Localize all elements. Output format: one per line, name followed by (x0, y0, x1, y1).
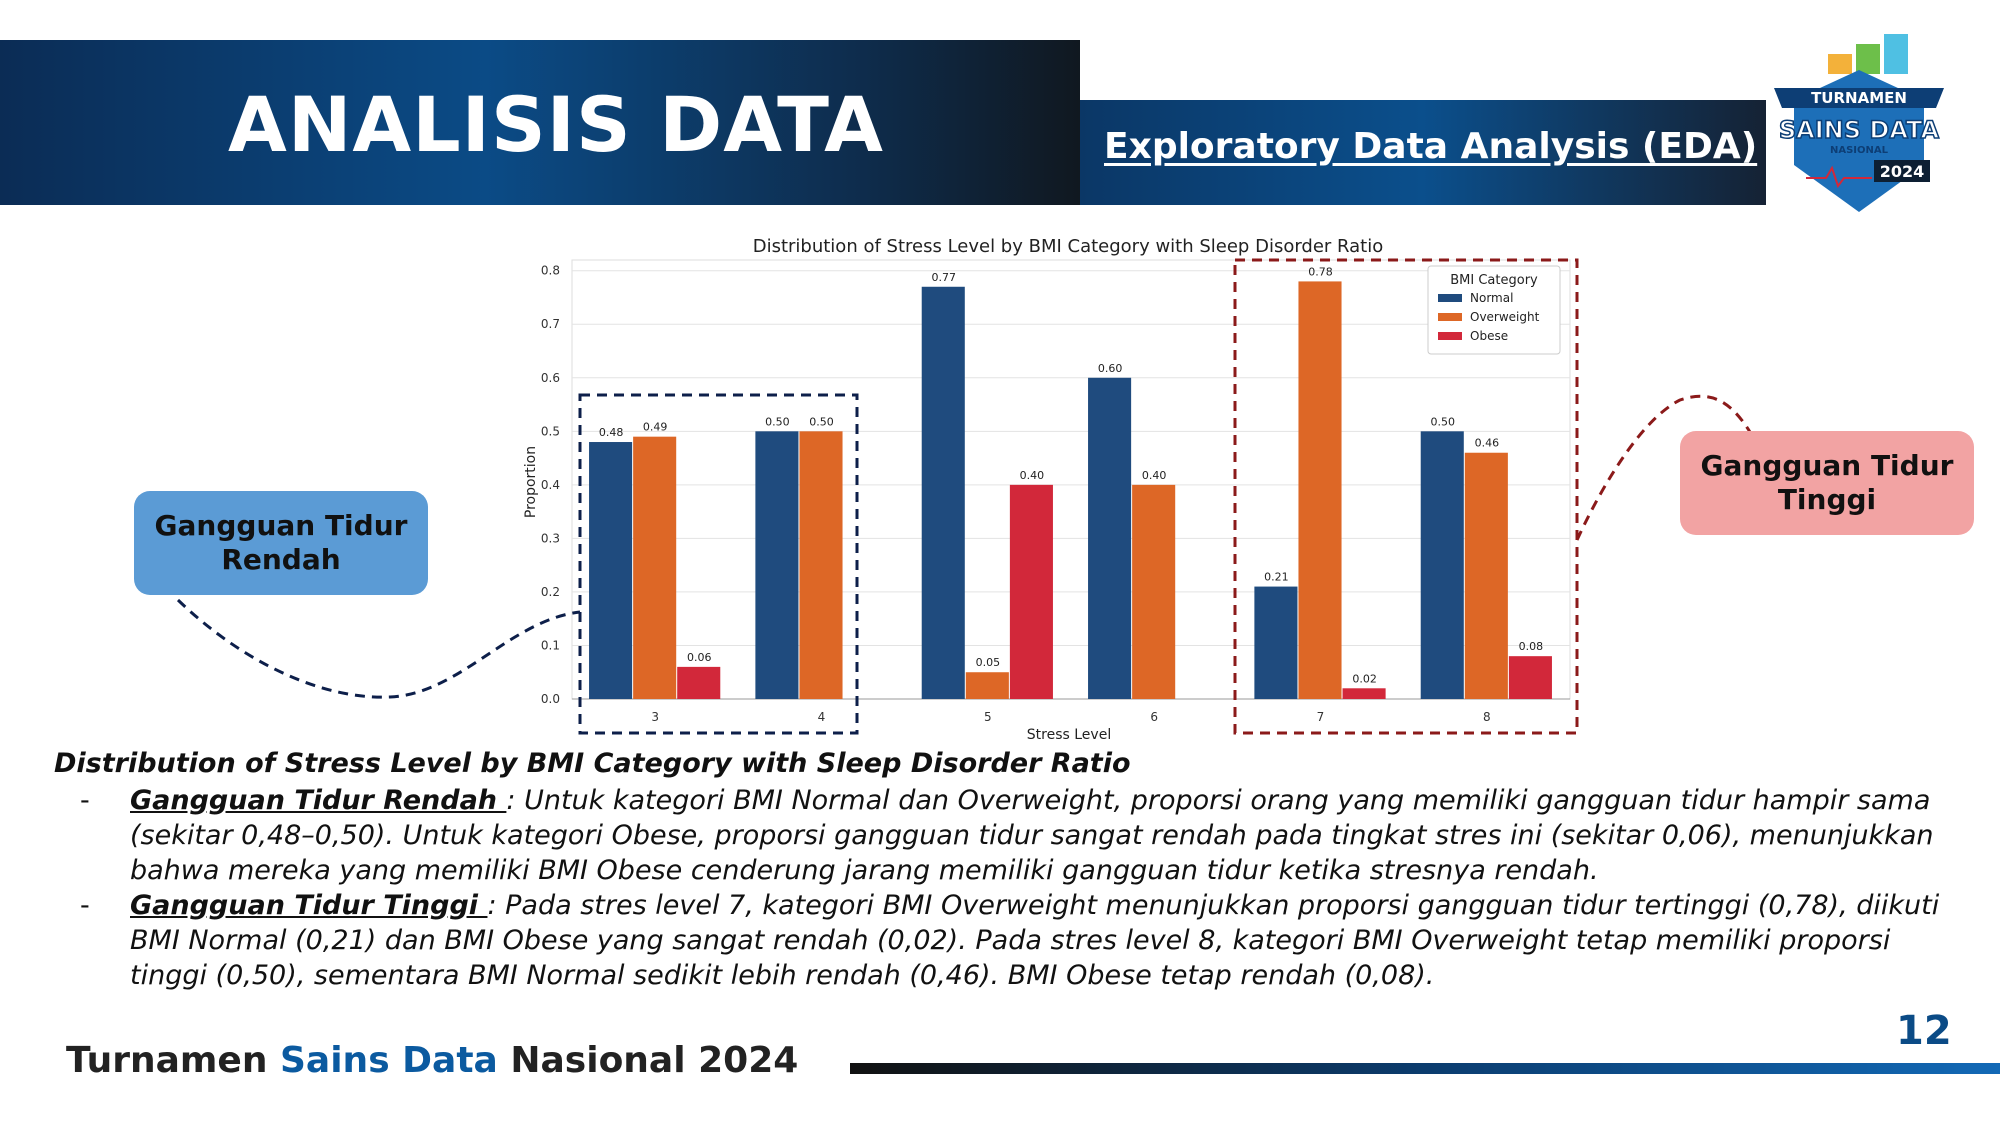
tsdn-logo: TURNAMEN SAINS DATA NASIONAL 2024 (1774, 34, 1944, 212)
page-title: ANALISIS DATA (228, 80, 884, 169)
bar-normal-7 (1254, 586, 1298, 699)
bar-obese-5 (1009, 484, 1053, 699)
bar-value-label: 0.21 (1264, 571, 1289, 584)
bar-value-label: 0.05 (976, 656, 1001, 669)
y-tick-label: 0.7 (541, 317, 560, 331)
y-tick-label: 0.5 (541, 424, 560, 438)
bar-obese-3 (677, 666, 721, 699)
logo-bar-3 (1884, 34, 1908, 74)
bar-value-label: 0.40 (1020, 469, 1044, 482)
x-tick-label: 5 (984, 710, 992, 724)
logo-text-1: TURNAMEN (1811, 89, 1907, 107)
x-tick-label: 8 (1483, 710, 1491, 724)
callout-low-sleep-disorder: Gangguan Tidur Rendah (134, 491, 428, 595)
legend-swatch-overweight (1438, 313, 1462, 321)
bar-value-label: 0.77 (932, 271, 957, 284)
bar-value-label: 0.50 (809, 415, 834, 428)
page-subtitle: Exploratory Data Analysis (EDA) (1104, 126, 1758, 167)
bar-value-label: 0.46 (1475, 437, 1500, 450)
bar-value-label: 0.06 (687, 651, 712, 664)
bar-overweight-5 (965, 672, 1009, 699)
heartbeat-icon (1806, 165, 1872, 189)
footer-title: Turnamen Sains Data Nasional 2024 (66, 1040, 798, 1081)
plot-area (571, 259, 1571, 700)
subtitle-banner: Exploratory Data Analysis (EDA) (1080, 100, 1766, 205)
logo-text-3: NASIONAL (1830, 145, 1889, 156)
x-tick-label: 3 (651, 710, 659, 724)
bar-value-label: 0.48 (599, 426, 624, 439)
bar-normal-5 (921, 286, 965, 699)
y-axis-label: Proportion (523, 446, 539, 518)
y-tick-label: 0.6 (541, 371, 560, 385)
bar-obese-8 (1508, 656, 1552, 699)
bar-value-label: 0.02 (1352, 672, 1377, 685)
bar-value-label: 0.78 (1308, 265, 1333, 278)
bar-value-label: 0.50 (1431, 415, 1456, 428)
y-tick-label: 0.3 (541, 531, 560, 545)
y-tick-label: 0.1 (541, 638, 560, 652)
callout-low-text: Gangguan Tidur Rendah (154, 509, 408, 576)
page-number: 12 (1896, 1008, 1952, 1054)
callout-high-sleep-disorder: Gangguan Tidur Tinggi (1680, 431, 1974, 535)
bar-overweight-4 (799, 431, 843, 699)
bar-value-label: 0.50 (765, 415, 790, 428)
bar-normal-6 (1088, 377, 1132, 699)
description: Distribution of Stress Level by BMI Cate… (54, 748, 1974, 993)
bar-obese-7 (1342, 688, 1386, 699)
x-tick-label: 7 (1317, 710, 1325, 724)
bar-value-label: 0.08 (1519, 640, 1544, 653)
footer-part-1: Turnamen (66, 1040, 280, 1081)
y-tick-label: 0.0 (541, 692, 560, 706)
bullet-low: - Gangguan Tidur Rendah : Untuk kategori… (54, 783, 1974, 888)
bullet-high-term: Gangguan Tidur Tinggi (130, 890, 488, 921)
bar-overweight-6 (1132, 484, 1176, 699)
y-tick-label: 0.4 (541, 478, 560, 492)
bullet-high: - Gangguan Tidur Tinggi : Pada stres lev… (54, 888, 1974, 993)
legend-label-normal: Normal (1470, 291, 1513, 305)
bar-normal-4 (755, 431, 799, 699)
footer-divider (850, 1063, 2000, 1074)
bar-overweight-8 (1464, 452, 1508, 699)
bar-value-label: 0.49 (643, 421, 668, 434)
logo-bar-2 (1856, 44, 1880, 74)
bar-overweight-3 (633, 436, 677, 699)
legend-swatch-normal (1438, 294, 1462, 302)
chart-title: Distribution of Stress Level by BMI Cate… (753, 236, 1384, 257)
chart-legend: BMI Category Normal Overweight Obese (1427, 265, 1561, 355)
x-tick-label: 4 (818, 710, 826, 724)
logo-bar-1 (1828, 54, 1852, 74)
bullet-high-text: : Pada stres level 7, kategori BMI Overw… (130, 890, 1940, 991)
callout-high-text: Gangguan Tidur Tinggi (1700, 449, 1954, 516)
bar-value-label: 0.60 (1098, 362, 1123, 375)
bullet-low-term: Gangguan Tidur Rendah (130, 785, 507, 816)
logo-text-2: SAINS DATA (1779, 116, 1940, 144)
legend-label-overweight: Overweight (1470, 310, 1540, 324)
y-tick-label: 0.8 (541, 264, 560, 278)
bar-normal-8 (1420, 431, 1464, 699)
bullet-low-text: : Untuk kategori BMI Normal dan Overweig… (130, 785, 1934, 886)
bar-value-label: 0.40 (1142, 469, 1167, 482)
legend-title: BMI Category (1450, 273, 1538, 288)
bar-overweight-7 (1298, 281, 1342, 699)
header-banner: ANALISIS DATA (0, 40, 1080, 205)
logo-year-box (1874, 160, 1930, 182)
legend-swatch-obese (1438, 332, 1462, 340)
bullet-dash: - (80, 785, 90, 816)
description-heading: Distribution of Stress Level by BMI Cate… (54, 748, 1131, 779)
bullet-dash: - (80, 890, 90, 921)
x-tick-label: 6 (1150, 710, 1158, 724)
legend-label-obese: Obese (1470, 329, 1508, 343)
footer-part-2: Sains Data (280, 1040, 511, 1081)
footer-part-3: Nasional 2024 (510, 1040, 799, 1081)
logo-ribbon (1774, 88, 1944, 108)
bar-chart: Distribution of Stress Level by BMI Cate… (523, 236, 1571, 743)
y-tick-label: 0.2 (541, 585, 560, 599)
logo-year: 2024 (1880, 162, 1925, 181)
x-axis-label: Stress Level (1027, 727, 1111, 743)
bar-normal-3 (589, 442, 633, 699)
